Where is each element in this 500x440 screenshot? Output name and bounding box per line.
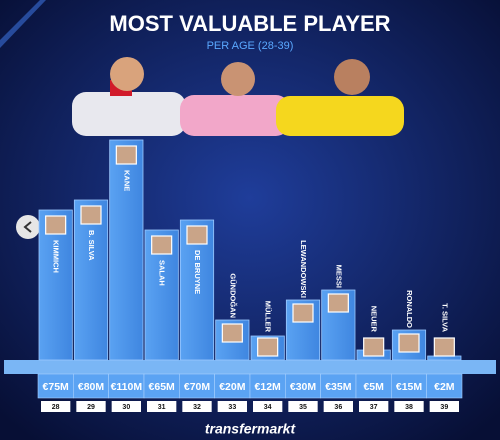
age-label: 31 xyxy=(158,404,166,411)
age-label: 36 xyxy=(334,404,342,411)
value-box xyxy=(355,373,392,399)
bar xyxy=(38,209,73,361)
value-label: €20M xyxy=(219,381,246,393)
age-box xyxy=(147,401,177,412)
player-photo xyxy=(257,337,279,357)
player-photo xyxy=(292,303,314,323)
player-name: B. SILVA xyxy=(87,230,96,261)
value-label: €15M xyxy=(396,381,423,393)
bar xyxy=(427,355,462,361)
age-label: 35 xyxy=(299,404,307,411)
age-label: 32 xyxy=(193,404,201,411)
value-box xyxy=(73,373,109,399)
bar xyxy=(109,139,144,361)
source-logo: transfermarkt xyxy=(205,421,297,437)
value-label: €110M xyxy=(111,381,143,393)
age-label: 28 xyxy=(52,404,60,411)
age-label: 29 xyxy=(87,404,95,411)
value-label: €35M xyxy=(325,381,352,393)
age-box xyxy=(253,401,283,412)
player-name: SALAH xyxy=(158,260,167,286)
value-box xyxy=(285,373,321,399)
player-name: MÜLLER xyxy=(264,301,273,333)
player-name: MESSI xyxy=(334,265,343,288)
bars: KIMMICH €75M 28 B. SILVA €80M 29 KANE €110M 30 SA… xyxy=(4,139,496,412)
age-box xyxy=(359,401,389,412)
featured-players xyxy=(72,57,404,136)
value-box xyxy=(108,373,145,399)
value-box xyxy=(249,373,286,399)
value-label: €2M xyxy=(434,381,455,393)
player-photo xyxy=(327,293,349,313)
carousel-prev[interactable] xyxy=(16,215,40,239)
player-photo xyxy=(398,333,420,353)
age-label: 34 xyxy=(264,404,272,411)
player-name: LEWANDOWSKI xyxy=(299,240,308,298)
age-label: 33 xyxy=(228,404,236,411)
base xyxy=(4,360,496,374)
carousel-arrow xyxy=(23,221,32,233)
player-name: KIMMICH xyxy=(52,240,61,273)
player-photo xyxy=(45,215,67,235)
value-label: €12M xyxy=(255,381,282,393)
age-label: 38 xyxy=(405,404,413,411)
player-name: DE BRUYNE xyxy=(193,250,202,294)
age-label: 37 xyxy=(370,404,378,411)
age-box xyxy=(394,401,424,412)
player-photo xyxy=(186,225,208,245)
age-box xyxy=(323,401,353,412)
player-name: T. SILVA xyxy=(440,303,449,332)
player-name: NEUER xyxy=(370,306,379,333)
player-photo xyxy=(115,145,137,165)
age-box xyxy=(288,401,318,412)
chart-title: MOST VALUABLE PLAYER xyxy=(109,11,390,36)
player-name: RONALDO xyxy=(405,290,414,328)
player-photo xyxy=(80,205,102,225)
chart-subtitle: PER AGE (28-39) xyxy=(207,40,294,52)
player-name: GÜNDOĞAN xyxy=(228,273,237,318)
value-box xyxy=(214,373,251,399)
player-photo xyxy=(433,337,455,357)
player-name: KANE xyxy=(122,170,131,191)
age-label: 39 xyxy=(440,404,448,411)
value-box xyxy=(37,373,74,399)
decor xyxy=(0,0,46,48)
age-box xyxy=(111,401,141,412)
age-box xyxy=(76,401,106,412)
value-box xyxy=(320,373,357,399)
age-box xyxy=(217,401,247,412)
bar xyxy=(73,199,109,361)
value-label: €30M xyxy=(290,381,317,393)
player-photo xyxy=(363,337,385,357)
value-box xyxy=(143,373,180,399)
age-box xyxy=(429,401,459,412)
value-label: €75M xyxy=(43,381,70,393)
value-label: €80M xyxy=(78,381,105,393)
age-box xyxy=(182,401,212,412)
player-photo xyxy=(151,235,173,255)
age-label: 30 xyxy=(122,404,130,411)
value-label: €65M xyxy=(149,381,176,393)
player-photo xyxy=(221,323,243,343)
value-box xyxy=(391,373,427,399)
value-label: €5M xyxy=(363,381,384,393)
value-box xyxy=(426,373,463,399)
age-box xyxy=(41,401,71,412)
value-label: €70M xyxy=(184,381,211,393)
